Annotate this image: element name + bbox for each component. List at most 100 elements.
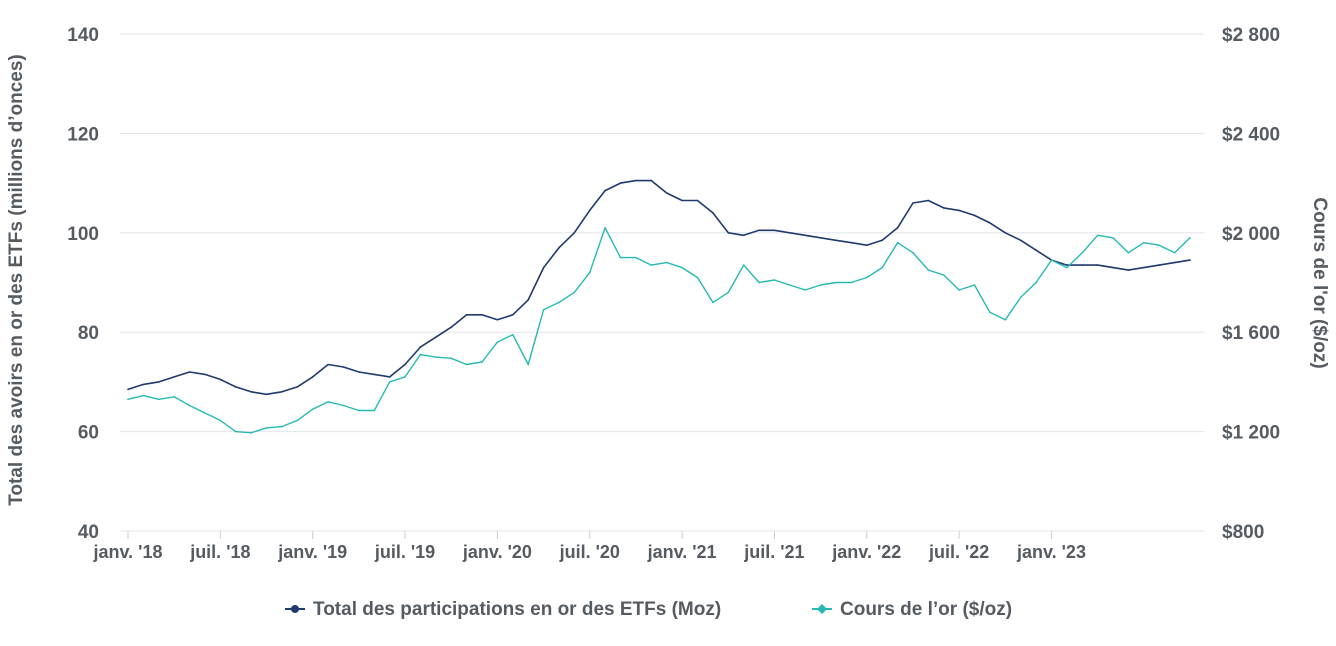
- etf-holdings-point: [219, 378, 222, 381]
- etf-holdings-point: [866, 244, 868, 246]
- gold-price-point: [819, 284, 822, 286]
- gold-price-point: [681, 266, 683, 269]
- gold-price-point: [989, 311, 991, 314]
- legend-item-etf[interactable]: Total des participations en or des ETFs …: [285, 599, 721, 620]
- gold-price-point: [1173, 251, 1176, 254]
- gold-price-point: [696, 276, 699, 279]
- etf-holdings-point: [850, 241, 853, 244]
- etf-holdings-point: [742, 234, 745, 237]
- etf-holdings-point: [1143, 266, 1145, 269]
- etf-holdings-point: [558, 246, 560, 249]
- etf-holdings-point: [973, 214, 976, 217]
- etf-holdings-point: [127, 388, 129, 391]
- etf-holdings-point: [373, 373, 376, 376]
- gold-price-line: [127, 227, 1191, 434]
- gold-price-point: [358, 409, 360, 412]
- gold-price-point: [635, 256, 637, 259]
- gold-price-point: [881, 266, 883, 269]
- gold-price-point: [435, 356, 437, 358]
- legend-item-gold[interactable]: Cours de l’or ($/oz): [812, 599, 1012, 620]
- etf-holdings-point: [158, 381, 160, 383]
- etf-holdings-point: [311, 376, 314, 378]
- left-axis-ticks: 140 120 100 80 60 40: [67, 25, 99, 543]
- gold-price-point: [1050, 259, 1053, 261]
- legend-etf-marker-icon: [291, 605, 299, 613]
- gold-price-point: [619, 256, 622, 259]
- etf-holdings-point: [527, 299, 529, 301]
- gold-price-point: [866, 276, 868, 279]
- gold-price-point: [942, 274, 945, 276]
- etf-holdings-point: [496, 319, 499, 321]
- y-left-tick-label: 140: [67, 25, 99, 46]
- etf-holdings-point: [419, 346, 422, 348]
- gold-price-point: [1096, 234, 1099, 237]
- etf-holdings-point: [681, 199, 683, 202]
- gold-price-point: [404, 376, 406, 378]
- y-right-tick-label: $800: [1222, 522, 1264, 543]
- gold-price-point: [1035, 281, 1037, 284]
- gold-price-point: [204, 412, 206, 414]
- etf-holdings-point: [573, 232, 576, 234]
- gold-price-point: [665, 261, 668, 264]
- gold-price-point: [219, 419, 222, 422]
- etf-holdings-point: [635, 179, 637, 182]
- y-right-tick-label: $2 400: [1222, 124, 1280, 145]
- gold-price-point: [850, 281, 853, 284]
- etf-holdings-point: [650, 179, 653, 182]
- etf-holdings-point: [1112, 266, 1114, 269]
- gold-price-point: [1127, 251, 1130, 254]
- gold-price-point: [373, 409, 376, 412]
- etf-holdings-point: [296, 386, 299, 388]
- gold-price-point: [1158, 244, 1160, 246]
- gold-price-point: [127, 398, 129, 401]
- gold-price-point: [604, 227, 606, 229]
- etf-holdings-point: [142, 383, 145, 386]
- etf-holdings-point: [1127, 269, 1130, 271]
- etf-holdings-line: [127, 179, 1191, 396]
- series-lines: [127, 179, 1191, 434]
- x-tick-label: janv. '19: [277, 542, 347, 562]
- gold-price-point: [388, 381, 391, 383]
- etf-holdings-point: [1019, 239, 1022, 242]
- etf-holdings-point: [342, 366, 345, 368]
- x-tick-label: janv. '18: [93, 542, 163, 562]
- y-left-tick-label: 100: [67, 224, 99, 245]
- etf-holdings-point: [819, 237, 822, 239]
- etf-holdings-point: [804, 234, 806, 237]
- etf-holdings-point: [1035, 249, 1037, 251]
- gold-price-point: [311, 408, 314, 411]
- etf-holdings-point: [173, 376, 175, 378]
- x-axis-ticks: janv. '18 juil. '18 janv. '19 juil. '19 janv…: [93, 531, 1086, 562]
- gold-price-point: [512, 333, 514, 336]
- gold-price-point: [758, 281, 760, 284]
- etf-holdings-point: [896, 227, 899, 229]
- right-axis-ticks: $2 800 $2 400 $2 000 $1 600 $1 200 $800: [1222, 25, 1280, 543]
- gridlines: [120, 33, 1204, 532]
- gold-price-point: [1189, 237, 1191, 239]
- gold-price-point: [1004, 319, 1007, 321]
- gold-price-point: [327, 401, 329, 403]
- gold-price-point: [188, 404, 191, 407]
- gold-price-point: [804, 289, 806, 291]
- etf-holdings-point: [1158, 264, 1160, 266]
- x-tick-label: janv. '20: [462, 542, 532, 562]
- x-tick-label: juil. '18: [189, 542, 250, 562]
- etf-holdings-point: [1004, 232, 1007, 234]
- gold-price-point: [527, 363, 529, 366]
- etf-holdings-point: [388, 376, 391, 378]
- etf-holdings-point: [404, 363, 406, 366]
- gold-price-point: [158, 398, 160, 401]
- etf-holdings-point: [1189, 259, 1191, 261]
- etf-holdings-point: [989, 222, 991, 224]
- gold-price-point: [265, 427, 268, 429]
- gold-price-point: [835, 281, 837, 284]
- gold-price-point: [419, 353, 422, 356]
- etf-holdings-point: [450, 326, 453, 329]
- etf-holdings-point: [789, 232, 791, 234]
- etf-holdings-point: [542, 266, 545, 269]
- gold-price-point: [558, 301, 560, 304]
- etf-holdings-point: [604, 189, 606, 192]
- etf-holdings-point: [758, 229, 760, 232]
- etf-holdings-point: [265, 393, 268, 396]
